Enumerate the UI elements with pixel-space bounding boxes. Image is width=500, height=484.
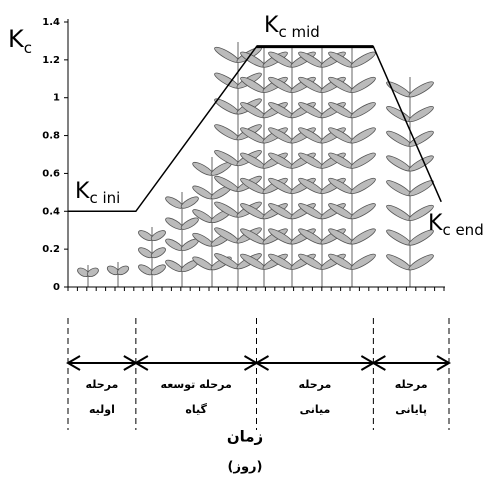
- plant-leaf: [386, 180, 412, 197]
- y-tick-label: 0.2: [42, 244, 60, 255]
- stage-label: مرحله: [86, 378, 119, 391]
- plant-leaf: [214, 124, 240, 141]
- annotation-main: K: [264, 13, 279, 38]
- y-label: Kc: [8, 25, 32, 57]
- plant-leaf: [165, 217, 184, 230]
- plant-leaf: [180, 217, 199, 230]
- plant-leaf: [408, 81, 434, 98]
- plant-leaf: [165, 259, 184, 273]
- y-tick-label: 0.8: [42, 131, 60, 142]
- plant-leaf: [350, 76, 376, 93]
- plant-leaf: [214, 46, 240, 63]
- plant-leaf: [180, 196, 199, 209]
- plant-leaf: [150, 230, 166, 241]
- plant-leaf: [386, 106, 412, 123]
- annotation: Kc mid: [264, 13, 320, 41]
- stage-label: مرحله: [299, 378, 332, 391]
- annotation: Kc ini: [75, 179, 120, 207]
- plant-leaf: [165, 238, 184, 251]
- plant-leaf: [165, 196, 184, 209]
- annotation-main: K: [428, 211, 443, 236]
- plant-leaf: [408, 254, 434, 271]
- x-unit: (روز): [228, 460, 263, 475]
- y-tick-label: 1: [53, 93, 60, 104]
- arrow-head: [371, 355, 386, 371]
- y-tick-label: 0.4: [42, 206, 60, 217]
- plant-leaf: [408, 229, 434, 246]
- annotation-sub: c ini: [89, 189, 120, 207]
- plant-leaf: [192, 161, 214, 176]
- plant-leaf: [350, 127, 376, 144]
- plant-leaf: [386, 155, 412, 172]
- y-label-main: K: [8, 25, 25, 53]
- plant-leaf: [408, 130, 434, 147]
- stage-label: گیاه: [185, 403, 207, 416]
- plant-leaf: [350, 152, 376, 169]
- y-tick-label: 0.6: [42, 168, 60, 179]
- plant-leaf: [350, 228, 376, 245]
- plant-leaf: [150, 247, 166, 259]
- stage-label: میانی: [300, 403, 331, 416]
- arrow-head: [133, 355, 149, 371]
- plant-leaf: [86, 267, 99, 278]
- arrow-head: [66, 355, 81, 371]
- plant-leaf: [350, 203, 376, 220]
- plant-leaf: [350, 177, 376, 194]
- plant-leaf: [386, 204, 412, 221]
- annotation-sub: c end: [442, 221, 483, 239]
- annotation-sub: c mid: [278, 23, 319, 41]
- plant-leaf: [350, 102, 376, 119]
- plant-leaf: [386, 130, 412, 147]
- annotation: Kc end: [428, 211, 484, 239]
- x-label: زمان: [227, 428, 263, 446]
- plant-leaf: [150, 264, 166, 276]
- plant-leaf: [116, 265, 130, 276]
- plant-leaf: [350, 51, 376, 68]
- stage-label: پایانی: [395, 403, 427, 416]
- plant-leaf: [408, 155, 434, 172]
- plant-leaf: [386, 254, 412, 271]
- stage-label: اولیه: [89, 403, 115, 416]
- y-tick-label: 1.2: [42, 55, 60, 66]
- stage-label: مرحله: [395, 378, 428, 391]
- arrow-head: [254, 355, 270, 371]
- annotation-main: K: [75, 179, 90, 204]
- stage-label: مرحله توسعه: [161, 378, 232, 391]
- plant-leaf: [408, 204, 434, 221]
- y-label-sub: c: [24, 39, 32, 57]
- y-tick-label: 0: [53, 282, 60, 293]
- plant-leaf: [408, 180, 434, 197]
- plant-leaf: [408, 106, 434, 123]
- y-tick-label: 1.4: [42, 17, 60, 28]
- arrow-head: [436, 355, 451, 371]
- plant-leaf: [386, 229, 412, 246]
- plant-leaf: [350, 253, 376, 270]
